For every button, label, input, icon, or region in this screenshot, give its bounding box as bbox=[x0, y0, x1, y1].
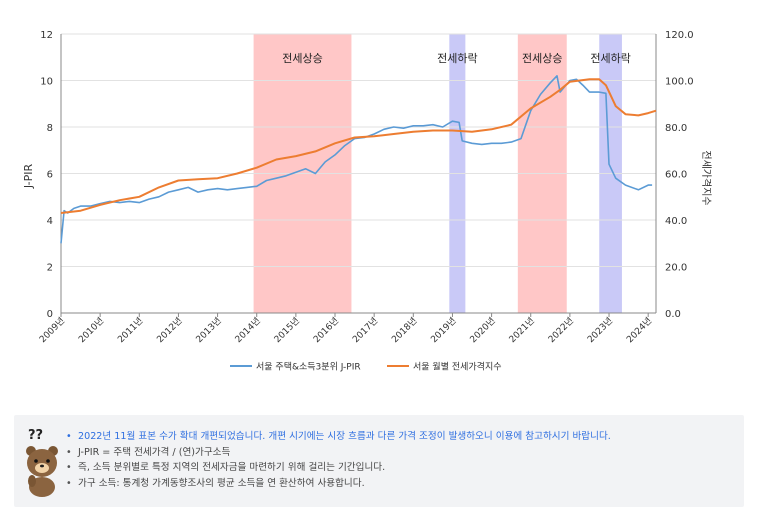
x-tick-label: 2020년 bbox=[468, 315, 498, 345]
x-tick-label: 2011년 bbox=[116, 315, 146, 345]
right-tick-label: 100.0 bbox=[665, 77, 694, 88]
gridlines bbox=[60, 33, 657, 314]
left-tick-label: 12 bbox=[40, 30, 53, 41]
series-lines bbox=[60, 75, 657, 244]
right-tick-label: 60.0 bbox=[665, 170, 687, 181]
x-tick-label: 2015년 bbox=[272, 315, 302, 345]
left-tick-label: 10 bbox=[40, 77, 53, 88]
notice-item: • 즉, 소득 분위별로 특정 지역의 전세자금을 마련하기 위해 걸리는 기간입… bbox=[66, 462, 386, 473]
right-tick-label: 120.0 bbox=[665, 30, 694, 41]
x-axis-ticks: 2009년 2010년 2011년 2012년 2013년 2014년 2015년 2016년… bbox=[37, 313, 654, 345]
x-tick-label: 2019년 bbox=[429, 315, 459, 345]
legend: 서울 주택&소득3분위 J-PIR 서울 월별 전세가격지수 bbox=[230, 361, 502, 373]
x-tick-label: 2012년 bbox=[155, 315, 185, 345]
x-tick-label: 2016년 bbox=[311, 315, 341, 345]
svg-text:??: ?? bbox=[28, 428, 43, 443]
left-tick-label: 4 bbox=[47, 216, 53, 227]
left-tick-label: 2 bbox=[47, 263, 53, 274]
notice-box: ?? • 2022년 11월 표본 수가 확대 개편되었습니다. 개편 시기에는 … bbox=[14, 415, 744, 507]
notice-item: • 가구 소득: 통계청 가계동향조사의 평균 소득을 연 환산하여 사용합니다. bbox=[66, 477, 365, 489]
right-tick-label: 0.0 bbox=[665, 309, 681, 320]
x-tick-label: 2014년 bbox=[233, 315, 263, 345]
left-axis-ticks: 0 2 4 6 8 10 12 bbox=[40, 30, 53, 320]
notice-item: • J-PIR = 주택 전세가격 / (연)가구소득 bbox=[66, 446, 231, 458]
legend-label: 서울 월별 전세가격지수 bbox=[413, 361, 502, 373]
shaded-period-label: 전세상승 bbox=[522, 52, 562, 65]
right-axis-ticks: 0.0 20.0 40.0 60.0 80.0 100.0 120.0 bbox=[665, 30, 694, 320]
bear-question-icon: ?? bbox=[26, 428, 58, 497]
x-tick-label: 2010년 bbox=[76, 315, 106, 345]
left-axis-label: J-PIR bbox=[22, 163, 35, 189]
shaded-period-labels: 전세상승 전세하락 전세상승 전세하락 bbox=[282, 51, 631, 65]
right-axis-label: 전세가격지수 bbox=[700, 150, 713, 205]
notice-item: • 2022년 11월 표본 수가 확대 개편되었습니다. 개편 시기에는 시장 … bbox=[66, 431, 611, 442]
right-tick-label: 80.0 bbox=[665, 123, 687, 134]
series-line-1 bbox=[60, 78, 657, 214]
x-tick-label: 2013년 bbox=[194, 315, 224, 345]
x-tick-label: 2022년 bbox=[546, 315, 576, 345]
left-tick-label: 0 bbox=[47, 309, 53, 320]
shaded-period-label: 전세하락 bbox=[437, 51, 477, 65]
legend-label: 서울 주택&소득3분위 J-PIR bbox=[256, 362, 361, 373]
x-tick-label: 2018년 bbox=[390, 315, 420, 345]
x-tick-label: 2024년 bbox=[624, 315, 654, 345]
x-tick-label: 2017년 bbox=[350, 315, 380, 345]
right-tick-label: 40.0 bbox=[665, 216, 687, 227]
notice-list: • 2022년 11월 표본 수가 확대 개편되었습니다. 개편 시기에는 시장 … bbox=[66, 429, 611, 491]
right-tick-label: 20.0 bbox=[665, 263, 687, 274]
x-tick-label: 2021년 bbox=[507, 315, 537, 345]
left-tick-label: 6 bbox=[47, 170, 53, 181]
x-tick-label: 2023년 bbox=[585, 315, 615, 345]
shaded-period-label: 전세하락 bbox=[590, 51, 630, 65]
shaded-period-label: 전세상승 bbox=[282, 52, 322, 65]
left-tick-label: 8 bbox=[47, 123, 53, 134]
